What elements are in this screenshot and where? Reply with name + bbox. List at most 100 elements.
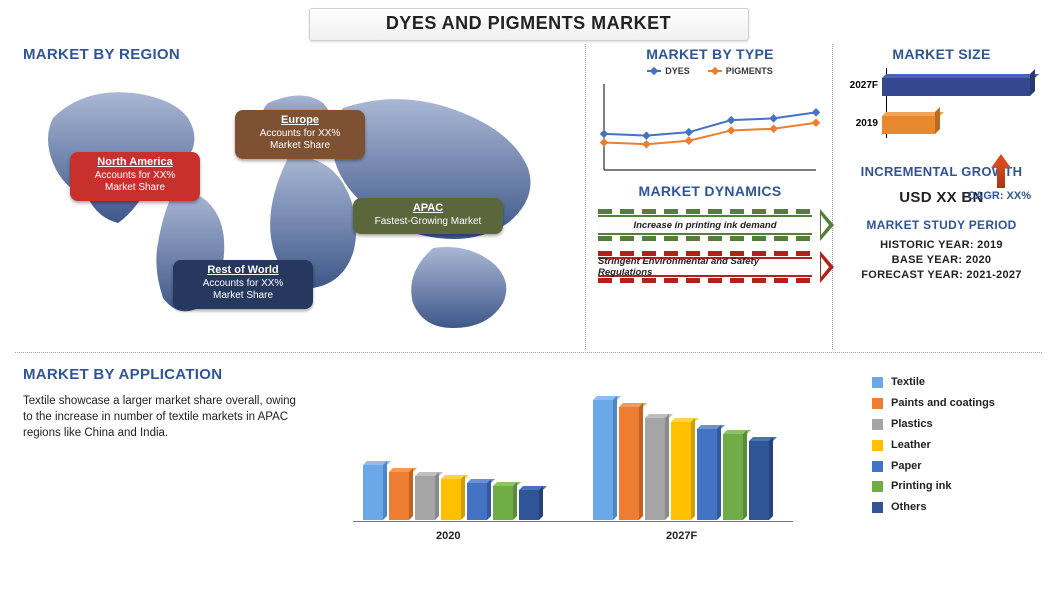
region-stat-2: Market Share <box>183 290 303 303</box>
x-axis-label: 2027F <box>666 530 697 542</box>
region-stat-2: Market Share <box>80 182 190 195</box>
market-by-region: MARKET BY REGION North America Accounts … <box>23 46 563 341</box>
dynamics-bar: Increase in printing ink demand <box>598 215 812 235</box>
page-title: DYES AND PIGMENTS MARKET <box>309 8 749 41</box>
legend-swatch <box>872 440 883 451</box>
bar-cluster <box>593 400 769 520</box>
title-plate: DYES AND PIGMENTS MARKET <box>309 8 749 41</box>
legend-item: Plastics <box>872 414 1042 435</box>
market-size-heading: MARKET SIZE <box>844 46 1039 62</box>
legend-label: Paper <box>891 456 922 477</box>
dash-bottom <box>598 236 812 241</box>
divider-horizontal <box>15 352 1042 353</box>
legend-swatch-dyes <box>647 70 661 72</box>
dynamics-bar: Stringent Environmental and Safety Regul… <box>598 257 812 277</box>
legend-swatch <box>872 377 883 388</box>
legend-label: Printing ink <box>891 476 952 497</box>
bar-3d <box>723 434 743 520</box>
region-stat-1: Accounts for XX% <box>183 278 303 291</box>
legend-item: Others <box>872 497 1042 518</box>
region-stat-1: Accounts for XX% <box>80 170 190 183</box>
market-size-row: 2027F <box>844 70 1035 100</box>
bar-3d <box>389 472 409 520</box>
legend-label: PIGMENTS <box>726 66 773 76</box>
region-card-rest-of-world: Rest of World Accounts for XX% Market Sh… <box>173 260 313 309</box>
base-year: BASE YEAR: 2020 <box>844 253 1039 268</box>
forecast-year: FORECAST YEAR: 2021-2027 <box>844 268 1039 283</box>
market-size-row: 2019 <box>844 108 1035 138</box>
bar-cluster <box>363 465 539 520</box>
bar-3d <box>749 441 769 520</box>
x-axis-label: 2020 <box>436 530 460 542</box>
region-heading: MARKET BY REGION <box>23 46 563 63</box>
legend-label: Paints and coatings <box>891 393 995 414</box>
region-name: Rest of World <box>183 264 303 278</box>
type-legend: DYES PIGMENTS <box>598 66 822 76</box>
legend-swatch <box>872 502 883 513</box>
legend-item: Paper <box>872 456 1042 477</box>
market-size-bar-chart: 2027F 2019 <box>844 64 1039 142</box>
type-line-chart <box>598 78 822 176</box>
bar-3d <box>619 407 639 520</box>
page-title-text: DYES AND PIGMENTS MARKET <box>386 13 671 33</box>
bar-3d <box>415 476 435 520</box>
dynamics-item: Increase in printing ink demand <box>598 209 822 241</box>
x-axis-line <box>353 521 793 522</box>
legend-item: Printing ink <box>872 476 1042 497</box>
bar-3d <box>882 74 1030 96</box>
dynamics-item: Stringent Environmental and Safety Regul… <box>598 251 822 283</box>
dash-top <box>598 209 812 214</box>
application-bar-chart: 2020 2027F <box>323 372 803 542</box>
bar-label: 2019 <box>844 118 882 129</box>
dash-bottom <box>598 278 812 283</box>
dynamics-heading: MARKET DYNAMICS <box>598 183 822 199</box>
legend-swatch <box>872 419 883 430</box>
region-stat-1: Fastest-Growing Market <box>363 216 493 229</box>
legend-item: Leather <box>872 435 1042 456</box>
arrow-head-inner <box>821 257 829 277</box>
legend-item-dyes: DYES <box>647 66 690 76</box>
legend-item: Paints and coatings <box>872 393 1042 414</box>
region-name: APAC <box>363 202 493 216</box>
region-card-europe: Europe Accounts for XX% Market Share <box>235 110 365 159</box>
bar-3d <box>493 486 513 520</box>
bar-3d <box>467 483 487 520</box>
market-by-type: MARKET BY TYPE DYES PIGMENTS MARKET DYNA… <box>598 46 822 283</box>
study-period-lines: HISTORIC YEAR: 2019 BASE YEAR: 2020 FORE… <box>844 238 1039 283</box>
legend-swatch-pigments <box>708 70 722 72</box>
divider-vertical-1 <box>585 44 586 349</box>
bar-3d <box>519 490 539 520</box>
bar-3d <box>441 479 461 520</box>
application-description: Textile showcase a larger market share o… <box>23 393 303 441</box>
bar-3d <box>363 465 383 520</box>
cagr-label: CAGR: XX% <box>967 190 1031 202</box>
application-legend: TextilePaints and coatingsPlasticsLeathe… <box>872 372 1042 518</box>
bar-3d <box>593 400 613 520</box>
legend-swatch <box>872 398 883 409</box>
region-card-north-america: North America Accounts for XX% Market Sh… <box>70 152 200 201</box>
dynamics-list: Increase in printing ink demand Stringen… <box>598 209 822 283</box>
study-period-heading: MARKET STUDY PERIOD <box>844 218 1039 232</box>
legend-label: Others <box>891 497 926 518</box>
divider-vertical-2 <box>832 44 833 349</box>
region-stat-2: Market Share <box>245 140 355 153</box>
legend-label: Textile <box>891 372 925 393</box>
market-size: MARKET SIZE 2027F 2019 CAGR: XX% INCREME… <box>844 46 1039 283</box>
type-heading: MARKET BY TYPE <box>598 46 822 62</box>
region-card-apac: APAC Fastest-Growing Market <box>353 198 503 234</box>
legend-label: Plastics <box>891 414 933 435</box>
bar-3d <box>882 112 935 134</box>
bar-label: 2027F <box>844 80 882 91</box>
legend-swatch <box>872 461 883 472</box>
legend-label: Leather <box>891 435 931 456</box>
cagr-up-arrow-icon <box>991 154 1011 188</box>
bar-3d <box>645 418 665 520</box>
legend-item-pigments: PIGMENTS <box>708 66 773 76</box>
region-name: North America <box>80 156 190 170</box>
bar-3d <box>697 429 717 520</box>
bar-3d <box>671 422 691 520</box>
region-stat-1: Accounts for XX% <box>245 128 355 141</box>
arrow-head-inner <box>821 215 829 235</box>
legend-item: Textile <box>872 372 1042 393</box>
historic-year: HISTORIC YEAR: 2019 <box>844 238 1039 253</box>
